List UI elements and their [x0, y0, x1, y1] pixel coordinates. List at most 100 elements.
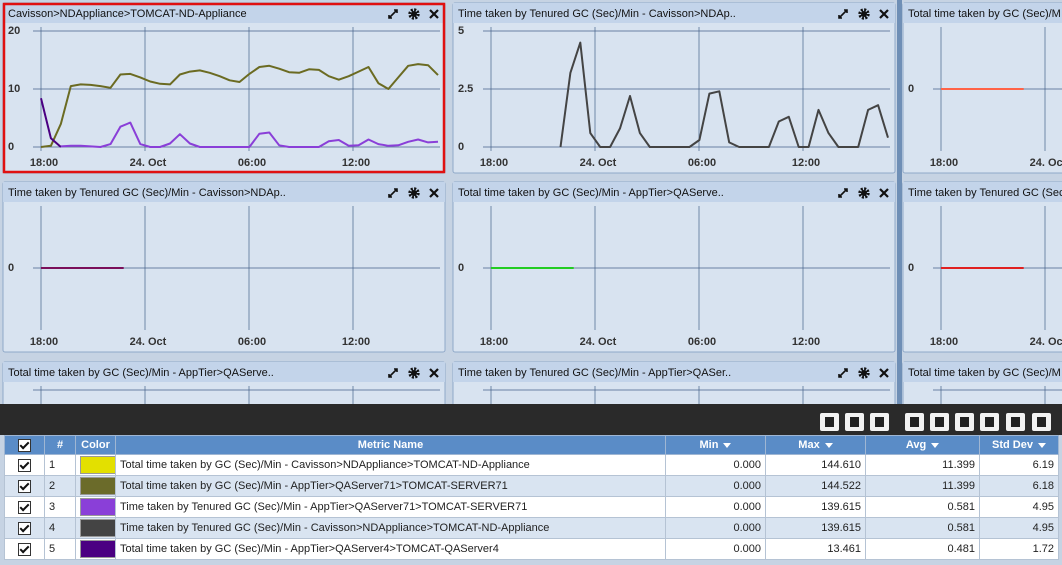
column-header-text: Metric Name — [357, 439, 424, 451]
y-tick-label: 5 — [458, 25, 464, 37]
x-tick-label: 18:00 — [30, 336, 58, 348]
table-row[interactable]: 5 Total time taken by GC (Sec)/Min - AppT… — [4, 538, 1059, 560]
column-header-text: Min — [699, 439, 719, 451]
panel-title: Time taken by Tenured GC (Sec)/Min - Cav… — [8, 187, 286, 199]
settings-icon-core — [861, 11, 867, 17]
x-tick-label: 18:00 — [30, 157, 58, 169]
column-header[interactable]: Std Dev — [979, 435, 1059, 455]
panel-header — [453, 362, 895, 382]
expand-icon[interactable] — [388, 188, 398, 198]
panel-title: Time taken by Tenured GC (Sec)/Min - Cav… — [458, 8, 736, 20]
panel: Cavisson>NDAppliance>TOMCAT-ND-Appliance… — [2, 2, 446, 174]
row-checkbox[interactable] — [4, 517, 45, 539]
x-tick-label: 18:00 — [930, 157, 958, 169]
row-checkbox[interactable] — [4, 475, 45, 497]
metric-name: Total time taken by GC (Sec)/Min - Cavis… — [115, 454, 666, 476]
column-header[interactable]: Avg — [865, 435, 980, 455]
toolbar-button[interactable] — [820, 413, 839, 431]
expand-icon[interactable] — [388, 368, 398, 378]
table-row[interactable]: 2 Total time taken by GC (Sec)/Min - AppT… — [4, 475, 1059, 497]
column-header[interactable]: Max — [765, 435, 866, 455]
column-header[interactable]: # — [44, 435, 76, 455]
toolbar-button[interactable] — [870, 413, 889, 431]
splitter — [897, 0, 902, 404]
table-toolbar — [0, 404, 1062, 435]
y-tick-label: 0 — [908, 262, 914, 274]
panel: Time taken by Tenured GC (Sec)/Mi 0 18:00 2… — [902, 181, 1062, 353]
panel-header — [3, 3, 445, 23]
x-tick-label: 18:00 — [480, 336, 508, 348]
color-swatch — [80, 540, 115, 558]
expand-icon[interactable] — [838, 368, 848, 378]
settings-icon[interactable] — [858, 8, 870, 20]
column-header[interactable]: Min — [665, 435, 766, 455]
expand-icon[interactable] — [388, 9, 398, 19]
y-tick-label: 0 — [908, 83, 914, 95]
x-tick-label: 12:00 — [792, 336, 820, 348]
metric-table: # Color Metric Name Min Max Avg Std Dev 1 Total… — [4, 435, 1059, 560]
color-swatch — [80, 456, 115, 474]
row-index: 2 — [44, 475, 76, 497]
x-tick-label: 18:00 — [930, 336, 958, 348]
row-checkbox[interactable] — [4, 538, 45, 560]
select-all[interactable] — [4, 435, 45, 455]
table-row[interactable]: 4 Time taken by Tenured GC (Sec)/Min - Ca… — [4, 517, 1059, 539]
metric-stat: 0.000 — [665, 538, 766, 560]
column-header[interactable]: Metric Name — [115, 435, 666, 455]
metric-stat: 6.18 — [979, 475, 1059, 497]
metric-stat: 144.610 — [765, 454, 866, 476]
toolbar-button[interactable] — [1006, 413, 1025, 431]
color-cell — [75, 454, 116, 476]
toolbar-button[interactable] — [845, 413, 864, 431]
panel-title: Cavisson>NDAppliance>TOMCAT-ND-Appliance — [8, 8, 247, 20]
close-icon[interactable] — [429, 368, 439, 378]
metric-stat: 1.72 — [979, 538, 1059, 560]
table-row[interactable]: 3 Time taken by Tenured GC (Sec)/Min - Ap… — [4, 496, 1059, 518]
color-cell — [75, 475, 116, 497]
panel-header — [903, 362, 1062, 382]
expand-icon[interactable] — [838, 9, 848, 19]
metric-stat: 11.399 — [865, 475, 980, 497]
panel-header — [903, 182, 1062, 202]
selected-border — [2, 2, 446, 174]
toolbar-button[interactable] — [980, 413, 999, 431]
column-header-text: # — [56, 439, 64, 451]
settings-icon[interactable] — [858, 187, 870, 199]
x-tick-label: 24. Oct — [580, 336, 617, 348]
toolbar-button[interactable] — [955, 413, 974, 431]
x-tick-label: 12:00 — [342, 336, 370, 348]
toolbar-button[interactable] — [930, 413, 949, 431]
expand-icon[interactable] — [838, 188, 848, 198]
close-icon[interactable] — [879, 188, 889, 198]
metric-name: Total time taken by GC (Sec)/Min - AppTi… — [115, 538, 666, 560]
close-icon[interactable] — [429, 9, 439, 19]
row-index: 5 — [44, 538, 76, 560]
toolbar-button[interactable] — [905, 413, 924, 431]
panel-header — [453, 182, 895, 202]
metric-stat: 0.481 — [865, 538, 980, 560]
column-header[interactable]: Color — [75, 435, 116, 455]
settings-icon[interactable] — [408, 187, 420, 199]
x-tick-label: 24. Oct — [130, 157, 167, 169]
row-checkbox[interactable] — [4, 454, 45, 476]
close-icon[interactable] — [879, 9, 889, 19]
y-tick-label: 10 — [8, 83, 20, 95]
metric-stat: 4.95 — [979, 496, 1059, 518]
row-index: 3 — [44, 496, 76, 518]
x-tick-label: 06:00 — [238, 336, 266, 348]
row-index: 1 — [44, 454, 76, 476]
series-line — [60, 121, 439, 148]
table-row[interactable]: 1 Total time taken by GC (Sec)/Min - Cavi… — [4, 454, 1059, 476]
metric-stat: 139.615 — [765, 496, 866, 518]
settings-icon[interactable] — [858, 367, 870, 379]
column-header-text: Std Dev — [992, 439, 1033, 451]
panel: Time taken by Tenured GC (Sec)/Min - App… — [452, 361, 896, 404]
panel-header — [903, 3, 1062, 23]
toolbar-button[interactable] — [1032, 413, 1051, 431]
series-line — [40, 98, 62, 148]
close-icon[interactable] — [879, 368, 889, 378]
color-cell — [75, 517, 116, 539]
close-icon[interactable] — [429, 188, 439, 198]
metric-stat: 13.461 — [765, 538, 866, 560]
row-checkbox[interactable] — [4, 496, 45, 518]
